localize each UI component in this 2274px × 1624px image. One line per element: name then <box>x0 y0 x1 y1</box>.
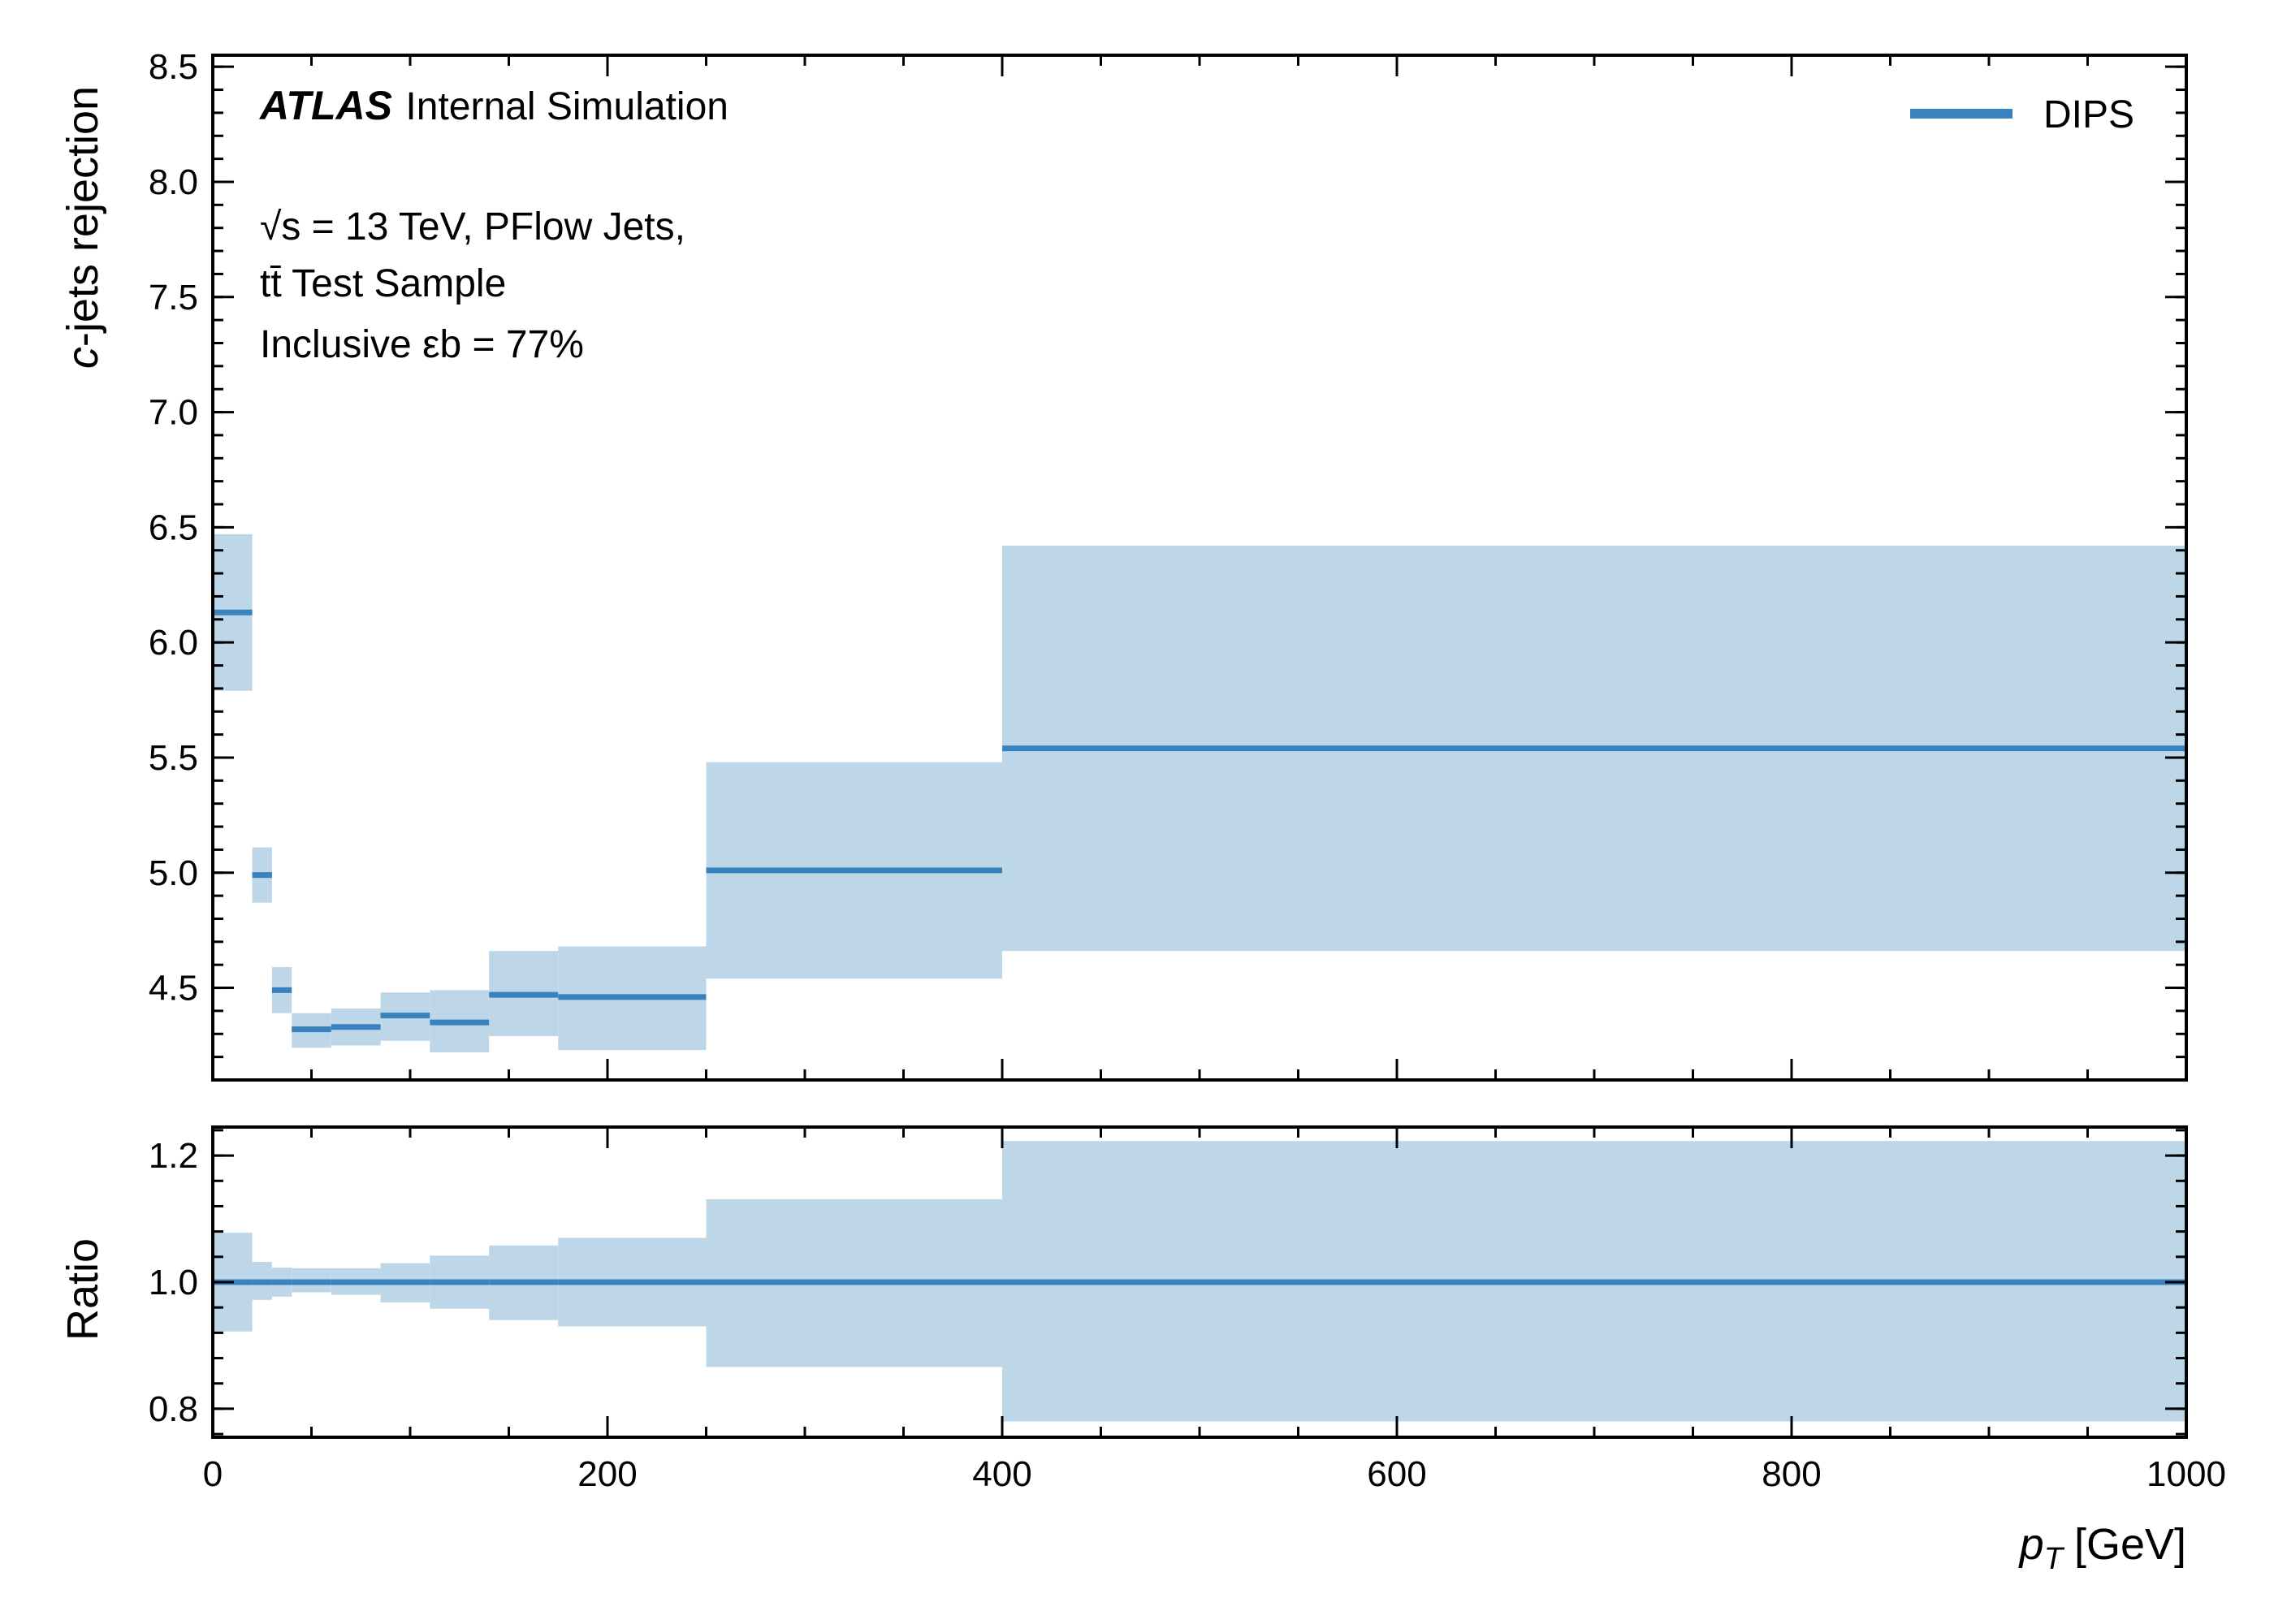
top-y-tick-label: 5.5 <box>149 738 198 778</box>
bottom-y-axis-title: Ratio <box>58 1238 107 1341</box>
annotation-energy: √s = 13 TeV, PFlow Jets, <box>260 205 685 248</box>
top-step-lines <box>213 609 2186 1033</box>
top-y-tick-label: 6.0 <box>149 623 198 663</box>
legend: DIPS <box>1910 93 2134 136</box>
bottom-y-tick-labels: 0.8 1.0 1.2 <box>149 1136 198 1429</box>
bottom-y-tick-label: 0.8 <box>149 1389 198 1429</box>
bottom-panel-frame <box>211 1125 2188 1439</box>
x-tick-label: 400 <box>972 1454 1031 1494</box>
top-error-bands <box>213 533 2186 1052</box>
top-y-tick-label: 8.5 <box>149 47 198 87</box>
x-tick-labels: 0 200 400 600 800 1000 <box>203 1454 2226 1494</box>
top-y-axis-title-italic: c <box>58 347 107 369</box>
bottom-y-tick-label: 1.0 <box>149 1263 198 1302</box>
x-tick-label: 600 <box>1367 1454 1426 1494</box>
top-y-tick-label: 8.0 <box>149 162 198 202</box>
x-tick-label: 800 <box>1762 1454 1821 1494</box>
top-axis-ticks <box>211 55 2188 1082</box>
atlas-logo-text: ATLAS <box>258 83 392 128</box>
top-y-tick-label: 4.5 <box>149 969 198 1009</box>
x-axis-title-unit: [GeV] <box>2074 1520 2186 1569</box>
annotation-sample: tt̄ Test Sample <box>260 262 506 305</box>
x-tick-label: 0 <box>203 1454 223 1494</box>
legend-label-dips: DIPS <box>2043 93 2134 136</box>
x-axis-title-main: p <box>2018 1520 2044 1569</box>
annotation-working-point: Inclusive εb = 77% <box>260 323 584 366</box>
top-panel-frame <box>211 54 2188 1082</box>
top-y-tick-label: 5.0 <box>149 853 198 893</box>
bottom-panel: 0.8 1.0 1.2 Ratio <box>58 1125 2188 1439</box>
top-y-tick-label: 6.5 <box>149 508 198 547</box>
x-tick-label: 1000 <box>2146 1454 2226 1494</box>
top-panel: 4.5 5.0 5.5 6.0 6.5 7.0 7.5 8.0 8.5 ATLAS Intern… <box>58 47 2188 1082</box>
top-y-tick-label: 7.0 <box>149 393 198 433</box>
top-y-axis-title: c-jets rejection <box>58 86 107 369</box>
top-y-tick-label: 7.5 <box>149 278 198 317</box>
top-y-axis-title-rest: -jets rejection <box>58 86 107 347</box>
x-tick-label: 200 <box>577 1454 637 1494</box>
top-y-tick-labels: 4.5 5.0 5.5 6.0 6.5 7.0 7.5 8.0 8.5 <box>149 47 198 1008</box>
atlas-label: ATLAS Internal Simulation <box>258 83 728 128</box>
x-axis-title: pT [GeV] <box>2018 1520 2186 1576</box>
x-axis-title-sub: T <box>2044 1542 2065 1576</box>
bottom-y-tick-label: 1.2 <box>149 1136 198 1176</box>
atlas-status-text: Internal Simulation <box>405 85 728 128</box>
